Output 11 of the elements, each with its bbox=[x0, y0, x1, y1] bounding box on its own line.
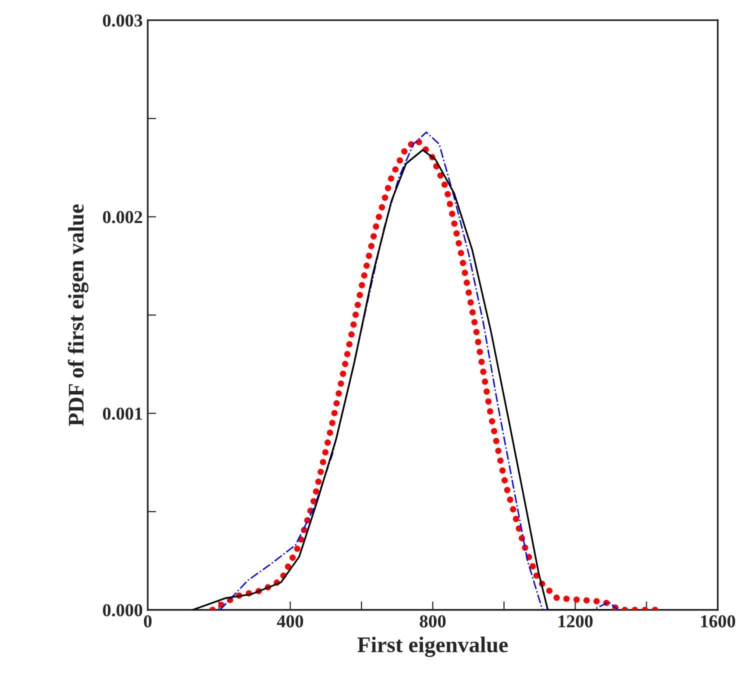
y-axis-title: PDF of first eigen value bbox=[68, 204, 88, 426]
x-tick-label: 400 bbox=[276, 615, 304, 628]
y-tick-label: 0.001 bbox=[102, 408, 142, 420]
x-tick-label: 800 bbox=[420, 615, 446, 628]
x-axis-title: First eigenvalue bbox=[358, 636, 508, 657]
x-tick-label: 0 bbox=[144, 615, 152, 628]
y-tick-label: 0.003 bbox=[102, 14, 142, 27]
x-tick-label: 1600 bbox=[701, 615, 736, 628]
x-tick-label: 1200 bbox=[558, 615, 593, 628]
y-tick-label: 0.002 bbox=[102, 211, 142, 224]
y-tick-label: 0.000 bbox=[102, 604, 142, 616]
